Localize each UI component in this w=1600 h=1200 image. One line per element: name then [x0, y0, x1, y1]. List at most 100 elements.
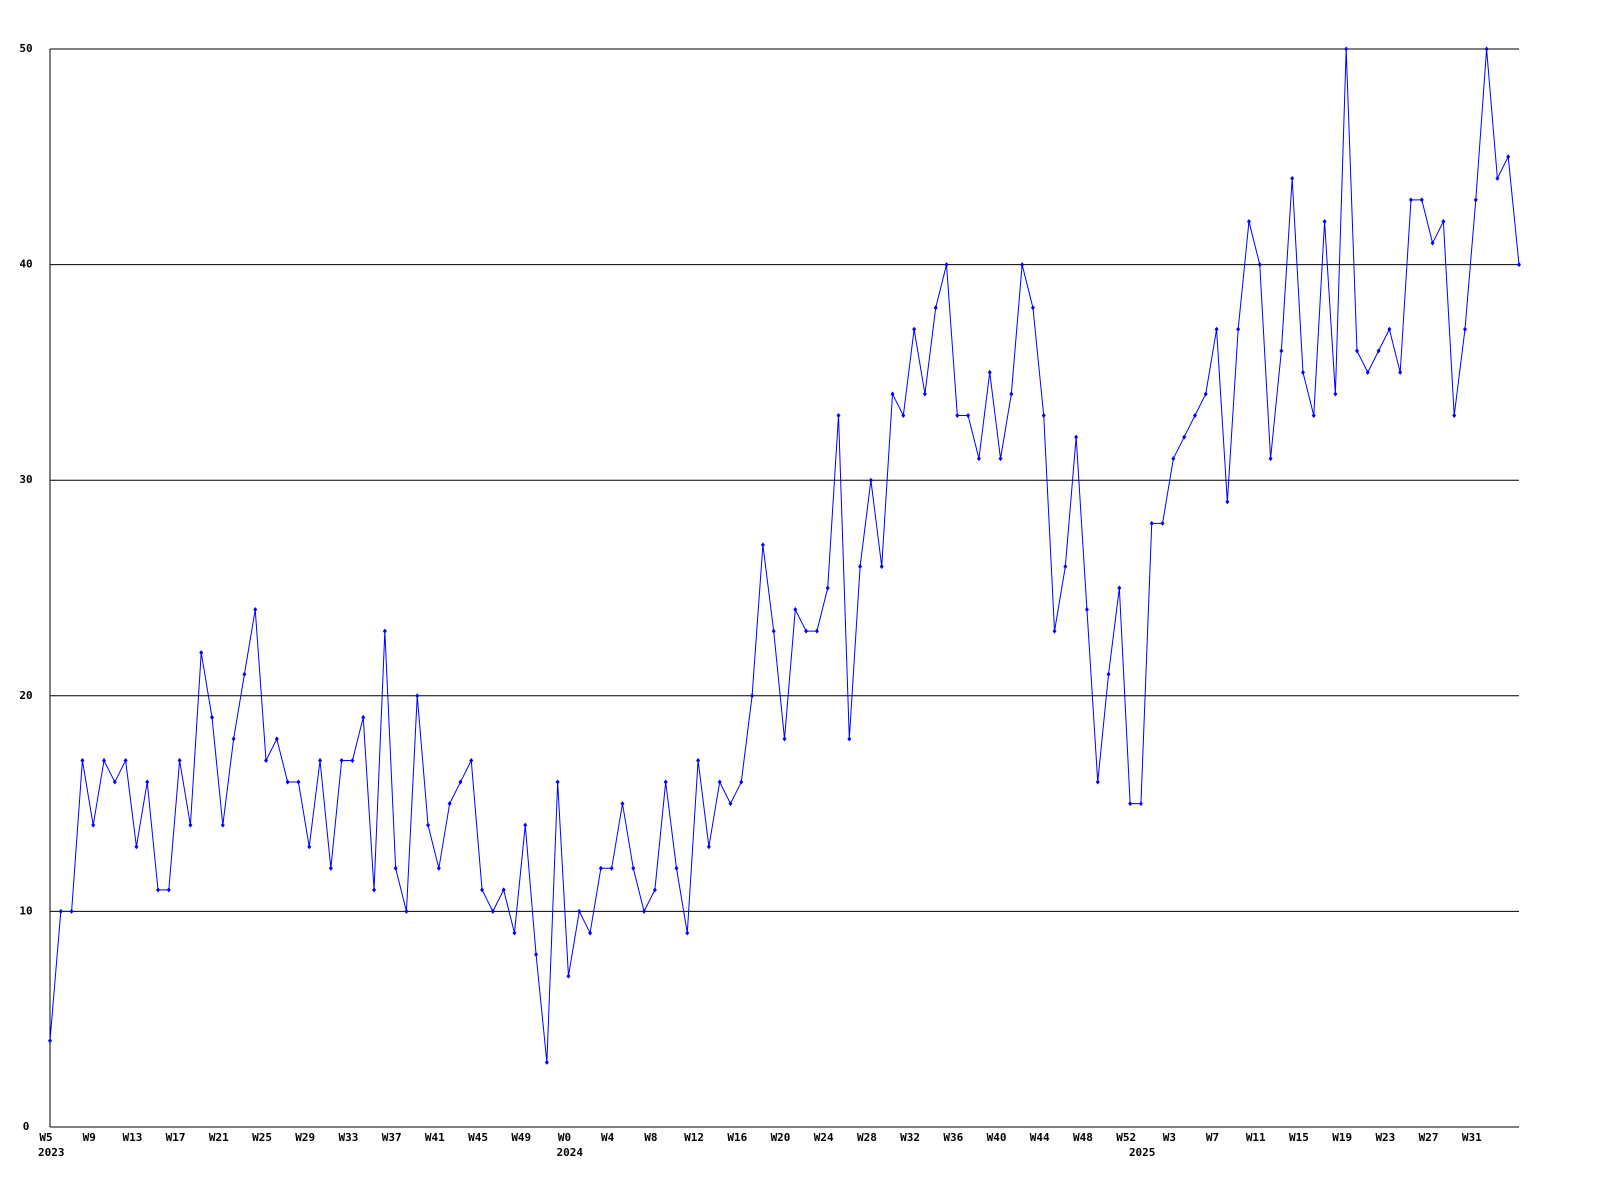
- data-point: [1225, 499, 1230, 505]
- x-tick-label: W29: [295, 1131, 315, 1144]
- data-point: [393, 865, 398, 871]
- x-tick-label: W16: [727, 1131, 747, 1144]
- data-point: [69, 908, 74, 914]
- data-point: [458, 779, 463, 785]
- data-point: [253, 607, 258, 613]
- data-point: [328, 865, 333, 871]
- data-point: [609, 865, 614, 871]
- data-point: [868, 477, 873, 483]
- data-point: [793, 607, 798, 613]
- data-point: [1052, 628, 1057, 634]
- data-point: [1020, 262, 1025, 268]
- data-point: [782, 736, 787, 742]
- data-point: [663, 779, 668, 785]
- data-point: [534, 952, 539, 958]
- data-point: [188, 822, 193, 828]
- x-tick-label: W32: [900, 1131, 920, 1144]
- x-tick-label: W17: [166, 1131, 186, 1144]
- data-point: [1484, 46, 1489, 52]
- data-point: [879, 563, 884, 569]
- data-point: [1322, 218, 1327, 224]
- data-point: [1117, 585, 1122, 591]
- x-tick-label: W41: [425, 1131, 445, 1144]
- y-tick-label: 50: [19, 42, 32, 55]
- y-tick-label: 10: [19, 904, 32, 917]
- data-point: [566, 973, 571, 979]
- data-point: [1214, 326, 1219, 332]
- x-tick-label: W8: [644, 1131, 657, 1144]
- data-point: [717, 779, 722, 785]
- x-tick-label: W13: [122, 1131, 142, 1144]
- x-tick-label: W28: [857, 1131, 877, 1144]
- x-tick-label: W9: [83, 1131, 96, 1144]
- data-point: [922, 391, 927, 397]
- data-point: [512, 930, 517, 936]
- x-tick-label: W36: [943, 1131, 963, 1144]
- data-point: [1344, 46, 1349, 52]
- data-point: [1517, 262, 1521, 268]
- data-point: [1365, 369, 1370, 375]
- data-point: [760, 542, 765, 548]
- data-point: [933, 305, 938, 311]
- data-point: [642, 908, 647, 914]
- data-point: [1495, 175, 1500, 181]
- data-point: [145, 779, 150, 785]
- data-point: [166, 887, 171, 893]
- x-tick-label: W40: [987, 1131, 1007, 1144]
- x-tick-label: W25: [252, 1131, 272, 1144]
- data-point: [1376, 348, 1381, 354]
- data-point: [1257, 262, 1262, 268]
- x-tick-label: W37: [382, 1131, 402, 1144]
- data-point: [696, 757, 701, 763]
- data-point: [156, 887, 161, 893]
- x-tick-label: W27: [1419, 1131, 1439, 1144]
- data-point: [274, 736, 279, 742]
- data-point: [1063, 563, 1068, 569]
- data-line: [49, 48, 1520, 1063]
- data-point: [1041, 413, 1046, 419]
- data-point: [1074, 434, 1079, 440]
- data-point: [825, 585, 830, 591]
- data-point: [728, 801, 733, 807]
- data-point: [1452, 413, 1457, 419]
- data-point: [598, 865, 603, 871]
- data-point: [1030, 305, 1035, 311]
- data-point: [577, 908, 582, 914]
- x-tick-label: W3: [1163, 1131, 1176, 1144]
- data-point: [1084, 607, 1089, 613]
- data-point: [307, 844, 312, 850]
- data-point: [652, 887, 657, 893]
- y-tick-label: 20: [19, 689, 32, 702]
- x-tick-label: W20: [771, 1131, 791, 1144]
- data-point: [966, 413, 971, 419]
- data-point: [1300, 369, 1305, 375]
- data-point: [1192, 413, 1197, 419]
- data-point: [123, 757, 128, 763]
- data-point: [1354, 348, 1359, 354]
- data-point: [404, 908, 409, 914]
- data-point: [382, 628, 387, 634]
- data-point: [1430, 240, 1435, 246]
- data-point: [1203, 391, 1208, 397]
- x-tick-label: W52: [1116, 1131, 1136, 1144]
- data-point: [620, 801, 625, 807]
- data-point: [91, 822, 96, 828]
- x-tick-label: W15: [1289, 1131, 1309, 1144]
- x-tick-label: W7: [1206, 1131, 1219, 1144]
- year-label: 2025: [1129, 1146, 1156, 1159]
- data-point: [1311, 413, 1316, 419]
- x-tick-label: W4: [601, 1131, 615, 1144]
- x-tick-label: W5: [39, 1131, 52, 1144]
- data-point: [220, 822, 225, 828]
- data-point: [1268, 456, 1273, 462]
- data-point: [1138, 801, 1143, 807]
- data-point: [1106, 671, 1111, 677]
- data-point: [555, 779, 560, 785]
- data-point: [1462, 326, 1467, 332]
- data-point: [1149, 520, 1154, 526]
- y-tick-label: 40: [19, 258, 32, 271]
- data-point: [490, 908, 495, 914]
- data-point: [944, 262, 949, 268]
- data-point: [199, 650, 204, 656]
